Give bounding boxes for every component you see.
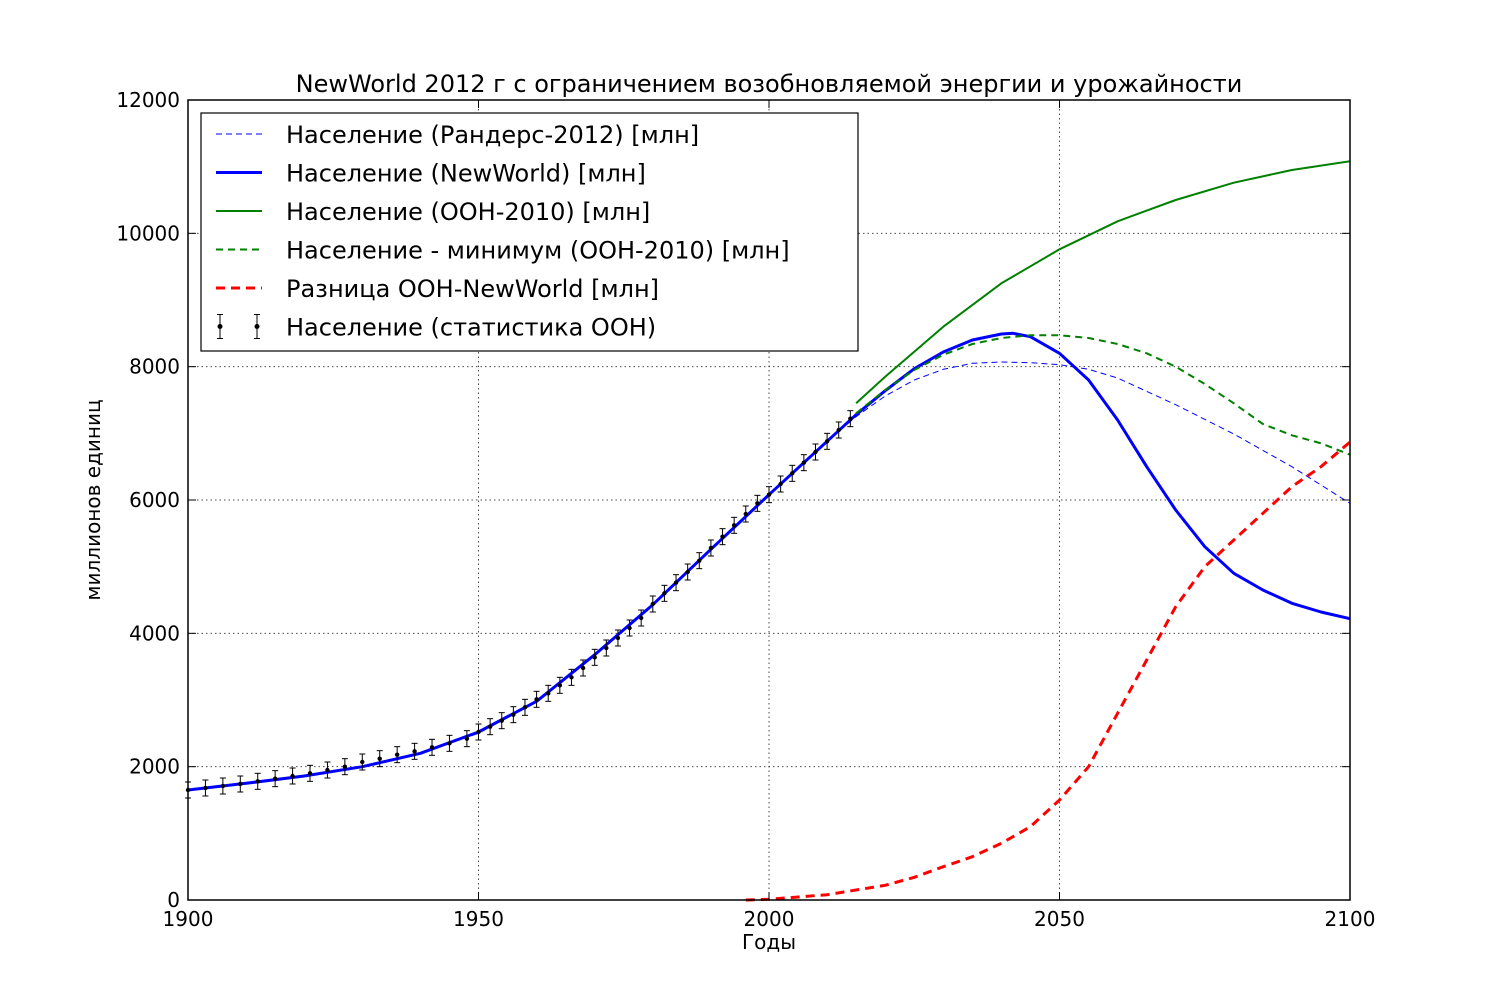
legend-entry: Население - минимум (ООН-2010) [млн] bbox=[216, 237, 790, 265]
x-tick-label: 2100 bbox=[1325, 907, 1376, 931]
x-tick-label: 2050 bbox=[1034, 907, 1085, 931]
legend-entry: Население (статистика ООН) bbox=[217, 314, 656, 342]
data-point bbox=[412, 749, 417, 754]
legend-label: Разница ООН-NewWorld [млн] bbox=[286, 275, 659, 303]
data-point bbox=[546, 691, 551, 696]
y-tick-label: 8000 bbox=[129, 355, 180, 379]
chart-title: NewWorld 2012 г с ограничением возобновл… bbox=[296, 70, 1243, 98]
legend-marker bbox=[254, 324, 260, 329]
x-tick-label: 2000 bbox=[744, 907, 795, 931]
legend-entry: Население (ООН-2010) [млн] bbox=[216, 198, 650, 226]
data-point bbox=[638, 615, 644, 621]
data-point bbox=[464, 736, 470, 741]
data-point bbox=[534, 697, 539, 702]
data-point bbox=[557, 683, 563, 688]
legend-label: Население - минимум (ООН-2010) [млн] bbox=[286, 237, 790, 265]
data-point bbox=[720, 534, 725, 539]
data-point bbox=[429, 745, 435, 750]
data-point bbox=[255, 779, 260, 784]
data-point bbox=[604, 645, 609, 651]
series-line bbox=[855, 334, 1351, 456]
data-point bbox=[342, 764, 348, 769]
data-point bbox=[755, 501, 760, 506]
y-axis-label: миллионов единиц bbox=[81, 399, 105, 600]
y-tick-label: 4000 bbox=[129, 621, 180, 645]
data-point bbox=[650, 601, 655, 607]
y-tick-label: 6000 bbox=[129, 488, 180, 512]
x-tick-label: 1900 bbox=[163, 907, 214, 931]
data-point bbox=[778, 481, 783, 487]
data-point bbox=[708, 545, 714, 551]
y-ticks: 0 2000 4000 6000 8000 10000 12000 bbox=[116, 88, 1350, 912]
data-point bbox=[592, 655, 597, 660]
data-point bbox=[511, 712, 516, 717]
data-point bbox=[673, 580, 679, 585]
series-line bbox=[855, 160, 1351, 405]
legend-marker bbox=[217, 324, 223, 329]
series-layer bbox=[185, 160, 1351, 902]
data-point bbox=[848, 416, 853, 421]
data-point bbox=[697, 558, 702, 563]
data-point bbox=[766, 492, 772, 497]
y-tick-label: 10000 bbox=[116, 221, 180, 245]
data-point bbox=[743, 511, 748, 517]
legend-entry: Население (NewWorld) [млн] bbox=[216, 160, 646, 188]
data-point bbox=[272, 776, 278, 781]
data-point bbox=[836, 427, 841, 433]
series-3 bbox=[855, 334, 1351, 456]
legend-frame bbox=[200, 112, 859, 352]
data-point bbox=[360, 759, 365, 765]
y-tick-label: 0 bbox=[167, 888, 180, 912]
data-point bbox=[522, 705, 528, 710]
data-point bbox=[290, 773, 295, 779]
y-tick-label: 12000 bbox=[116, 88, 180, 112]
data-point bbox=[220, 783, 226, 789]
data-point bbox=[447, 741, 452, 746]
data-point bbox=[238, 781, 243, 787]
legend-label: Население (ООН-2010) [млн] bbox=[286, 198, 650, 226]
data-point bbox=[377, 756, 382, 761]
x-tick-label: 1950 bbox=[453, 907, 504, 931]
data-point bbox=[627, 625, 632, 631]
data-point bbox=[662, 591, 667, 596]
y-tick-label: 2000 bbox=[129, 755, 180, 779]
data-point bbox=[487, 724, 493, 729]
legend-label: Население (статистика ООН) bbox=[286, 314, 656, 342]
data-point bbox=[824, 439, 830, 444]
legend-label: Население (Рандерс-2012) [млн] bbox=[286, 121, 699, 149]
data-point bbox=[476, 729, 481, 735]
data-point bbox=[394, 752, 400, 757]
data-point bbox=[813, 449, 818, 455]
data-point bbox=[307, 771, 313, 776]
data-point bbox=[685, 569, 690, 575]
data-point bbox=[580, 665, 586, 671]
data-point bbox=[731, 523, 737, 528]
data-point bbox=[801, 460, 807, 465]
legend-entry: Население (Рандерс-2012) [млн] bbox=[216, 121, 699, 149]
data-point bbox=[615, 635, 621, 641]
series-2 bbox=[855, 160, 1351, 405]
data-point bbox=[499, 718, 504, 723]
legend-entry: Разница ООН-NewWorld [млн] bbox=[216, 275, 659, 303]
x-axis-label: Годы bbox=[742, 930, 796, 954]
data-point bbox=[203, 785, 208, 791]
data-point bbox=[569, 675, 574, 680]
data-point bbox=[790, 471, 795, 476]
legend-label: Население (NewWorld) [млн] bbox=[286, 160, 646, 188]
x-ticks: 1900 1950 2000 2050 2100 bbox=[163, 100, 1376, 931]
legend: Население (Рандерс-2012) [млн] Население … bbox=[200, 112, 859, 352]
data-point bbox=[325, 767, 330, 773]
